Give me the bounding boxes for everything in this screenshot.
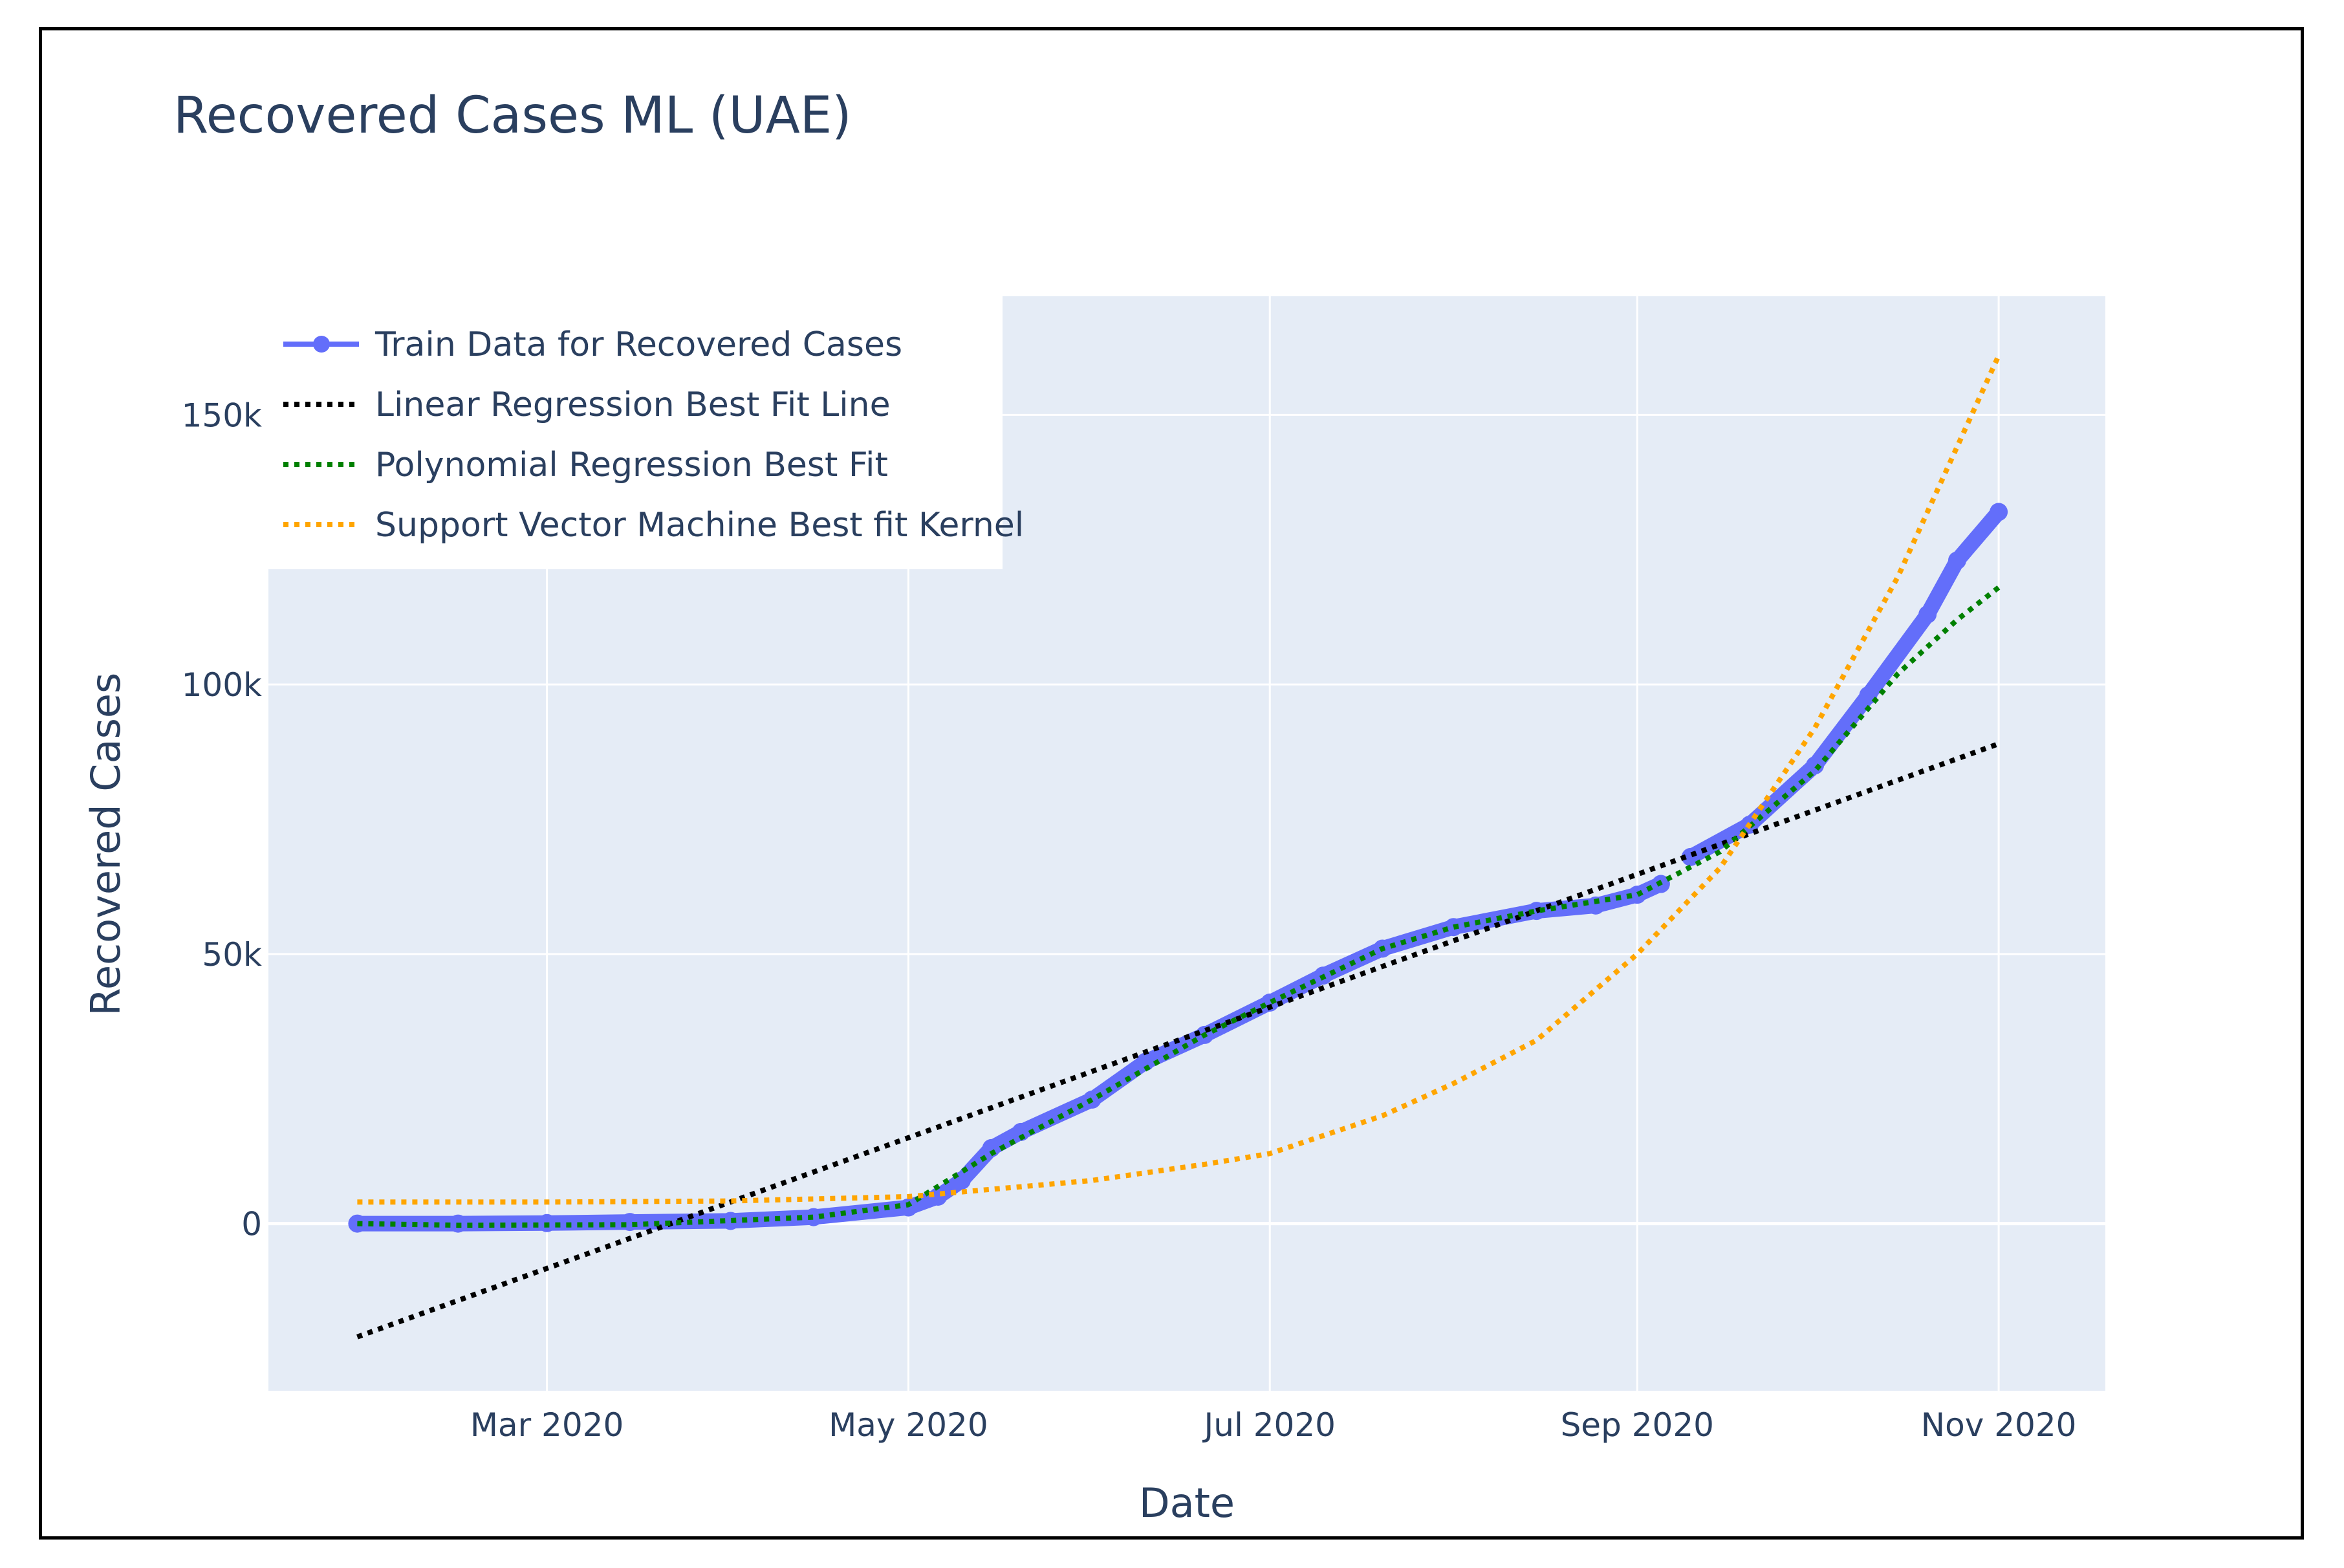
legend-label: Polynomial Regression Best Fit [375,446,888,485]
data-point [1628,886,1647,904]
data-point [1948,551,1966,570]
data-point [804,1208,823,1226]
legend-item[interactable]: Linear Regression Best Fit Line [283,386,891,424]
x-tick-label: Sep 2020 [1561,1406,1714,1444]
y-axis-title: Recovered Cases [82,673,129,1016]
legend-item[interactable]: Polynomial Regression Best Fit [283,446,888,485]
x-axis-title: Date [1139,1479,1235,1527]
series-group [348,354,2008,1340]
y-tick-label: 100k [182,666,262,704]
data-point [1918,605,1937,624]
x-tick-label: Nov 2020 [1921,1406,2077,1444]
data-point [1587,896,1605,915]
y-tick-label: 0 [241,1206,262,1243]
legend-item[interactable]: Train Data for Recovered Cases [283,325,902,364]
data-point [1136,1052,1155,1071]
data-point [982,1138,1001,1157]
x-tick-label: May 2020 [829,1406,988,1444]
legend[interactable]: Train Data for Recovered Cases Linear Reg… [268,296,1024,569]
chart-title: Recovered Cases ML (UAE) [173,87,852,145]
legend-label: Train Data for Recovered Cases [374,325,902,364]
x-tick-labels: Mar 2020 May 2020 Jul 2020 Sep 2020 Nov 2020 [470,1406,2077,1444]
x-tick-label: Mar 2020 [470,1406,624,1444]
data-point [1806,756,1825,775]
legend-marker [313,336,330,353]
legend-item[interactable]: Support Vector Machine Best fit Kernel [283,506,1024,545]
y-tick-label: 50k [202,936,262,974]
data-point [1990,503,2008,521]
data-point [1012,1122,1030,1141]
legend-background [268,296,1003,569]
x-tick-label: Jul 2020 [1202,1406,1336,1444]
series-linear-regression [356,741,2000,1340]
y-tick-label: 150k [182,397,262,434]
data-point [899,1198,918,1217]
y-tick-labels: 0 50k 100k 150k [182,397,262,1243]
legend-label: Linear Regression Best Fit Line [375,386,891,424]
legend-label: Support Vector Machine Best fit Kernel [375,506,1024,545]
series-svm [357,354,2001,1205]
data-point [721,1212,740,1230]
